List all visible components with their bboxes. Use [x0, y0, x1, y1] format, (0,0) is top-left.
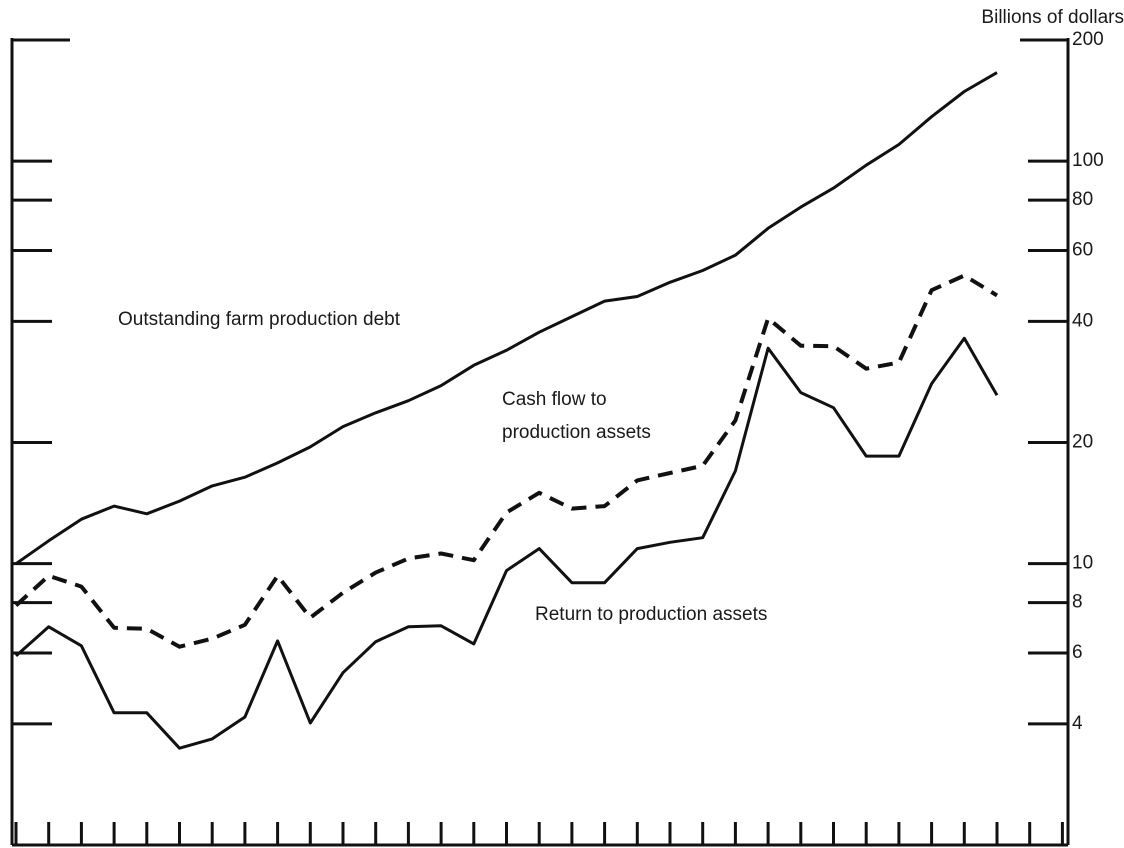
- y-tick-label: 40: [1072, 310, 1093, 331]
- series-label: Return to production assets: [535, 604, 767, 625]
- y-tick-label: 80: [1072, 189, 1093, 210]
- series-line: [15, 336, 999, 750]
- y-tick-label: 60: [1072, 239, 1093, 260]
- series-label: Outstanding farm production debt: [118, 309, 401, 330]
- series-label: Cash flow to: [502, 389, 607, 410]
- y-tick-label: 100: [1072, 150, 1104, 171]
- series-label: production assets: [502, 422, 651, 443]
- y-tick-label: 4: [1072, 713, 1083, 734]
- y-tick-label: 6: [1072, 642, 1083, 663]
- y-tick-label: 8: [1072, 592, 1083, 613]
- y-axis-label: Billions of dollars: [981, 7, 1124, 28]
- y-tick-label: 20: [1072, 432, 1093, 453]
- series-line: [14, 273, 999, 649]
- y-tick-label: 10: [1072, 553, 1093, 574]
- series-line: [15, 71, 998, 565]
- y-tick-label: 200: [1072, 29, 1104, 50]
